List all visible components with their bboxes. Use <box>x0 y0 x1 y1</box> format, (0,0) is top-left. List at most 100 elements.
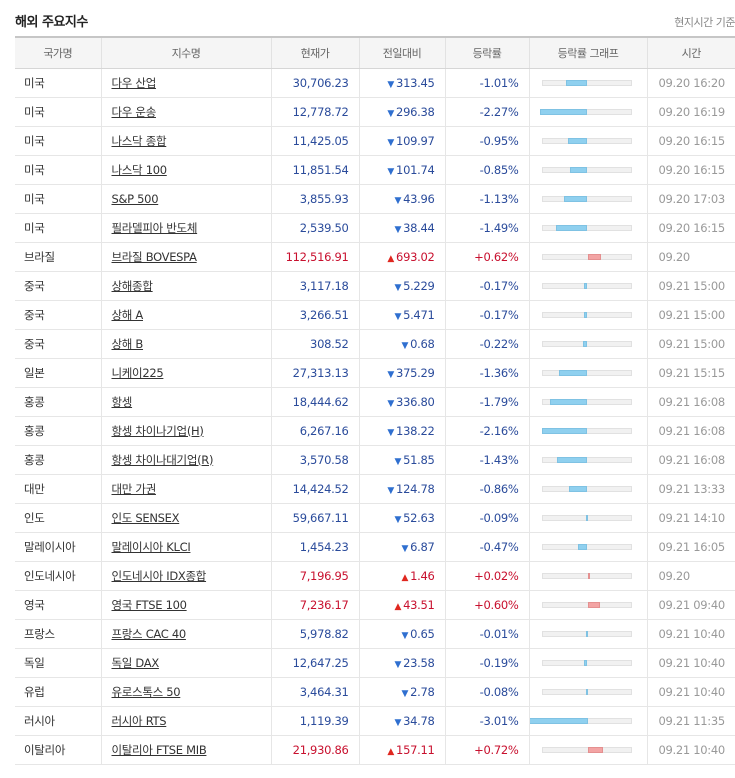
rate-graph-cell <box>528 213 647 243</box>
table-row: 홍콩 항셍 18,444.62 ▼ 336.80 -1.79% 09.21 16:08 <box>15 387 735 417</box>
index-name-link[interactable]: 나스닥 100 <box>111 162 168 177</box>
table-row: 대만 대만 가권 14,424.52 ▼ 124.78 -0.86% 09.21 13:33 <box>15 474 735 504</box>
index-name-link[interactable]: 상해종합 <box>111 278 153 293</box>
time-cell: 09.21 14:10 <box>646 503 735 533</box>
time-cell: 09.21 16:05 <box>646 532 735 562</box>
index-name-link[interactable]: 이탈리아 FTSE MIB <box>111 742 207 757</box>
change-value: 375.29 <box>396 365 435 380</box>
rate-graph-cell <box>528 155 647 185</box>
index-name-link[interactable]: 다우 산업 <box>111 75 157 90</box>
table-row: 중국 상해 A 3,266.51 ▼ 5.471 -0.17% 09.21 15:00 <box>15 300 735 330</box>
rate-graph-cell <box>528 532 647 562</box>
index-name-link[interactable]: 상해 B <box>111 336 144 351</box>
change-cell: ▼ 5.229 <box>358 270 445 301</box>
index-name-link[interactable]: 유로스톡스 50 <box>111 684 181 699</box>
rate-cell: +0.62% <box>444 242 529 272</box>
rate-graph-cell <box>528 589 647 620</box>
rate-graph-bar <box>585 688 588 695</box>
rate-graph-track <box>541 746 632 753</box>
index-name-link[interactable]: 프랑스 CAC 40 <box>111 626 187 641</box>
table-row: 이탈리아 이탈리아 FTSE MIB 21,930.86 ▲ 157.11 +0.72% 0… <box>15 735 735 765</box>
change-value: 38.44 <box>403 220 435 235</box>
country-cell: 미국 <box>15 155 101 185</box>
index-name-link[interactable]: 인도 SENSEX <box>111 510 180 525</box>
rate-graph-bar <box>556 224 588 231</box>
rate-graph-bar <box>577 543 588 550</box>
triangle-down-icon: ▼ <box>401 630 409 641</box>
price-cell: 3,570.58 <box>270 445 359 475</box>
time-cell: 09.20 16:15 <box>646 126 735 156</box>
country-cell: 미국 <box>15 184 101 214</box>
index-name-cell: 독일 DAX <box>100 648 271 678</box>
change-value: 296.38 <box>396 104 435 119</box>
change-value: 0.68 <box>410 336 435 351</box>
index-name-link[interactable]: 대만 가권 <box>111 481 157 496</box>
index-name-link[interactable]: 영국 FTSE 100 <box>111 597 187 612</box>
index-name-link[interactable]: 다우 운송 <box>111 104 157 119</box>
table-row: 인도 인도 SENSEX 59,667.11 ▼ 52.63 -0.09% 09.21 14… <box>15 503 735 533</box>
table-row: 프랑스 프랑스 CAC 40 5,978.82 ▼ 0.65 -0.01% 09.21 10… <box>15 619 735 649</box>
price-cell: 112,516.91 <box>270 242 359 272</box>
rate-graph-cell <box>528 445 647 475</box>
time-cell: 09.20 <box>646 242 735 272</box>
time-cell: 09.20 16:15 <box>646 155 735 185</box>
change-value: 2.78 <box>410 684 435 699</box>
index-name-link[interactable]: 인도네시아 IDX종합 <box>111 568 207 583</box>
index-name-cell: 인도네시아 IDX종합 <box>100 561 271 591</box>
index-name-link[interactable]: 니케이225 <box>111 365 164 380</box>
rate-cell: -2.16% <box>444 416 529 446</box>
change-cell: ▼ 51.85 <box>358 445 445 475</box>
rate-cell: -0.95% <box>444 126 529 156</box>
country-cell: 독일 <box>15 648 101 678</box>
triangle-down-icon: ▼ <box>394 659 402 670</box>
rate-cell: -0.22% <box>444 329 529 359</box>
rate-graph-cell <box>528 503 647 533</box>
table-row: 러시아 러시아 RTS 1,119.39 ▼ 34.78 -3.01% 09.21 11:3… <box>15 706 735 736</box>
index-name-cell: S&P 500 <box>100 184 271 214</box>
header-country: 국가명 <box>15 36 101 69</box>
index-name-link[interactable]: S&P 500 <box>111 191 159 206</box>
price-cell: 2,539.50 <box>270 213 359 243</box>
time-cell: 09.20 16:20 <box>646 68 735 98</box>
table-row: 미국 필라델피아 반도체 2,539.50 ▼ 38.44 -1.49% 09.20 16:… <box>15 213 735 243</box>
table-row: 말레이시아 말레이시아 KLCI 1,454.23 ▼ 6.87 -0.47% 09.21 … <box>15 532 735 562</box>
change-value: 52.63 <box>403 510 435 525</box>
rate-graph-bar <box>583 282 588 289</box>
country-cell: 중국 <box>15 329 101 359</box>
change-cell: ▼ 23.58 <box>358 648 445 678</box>
index-name-cell: 인도 SENSEX <box>100 503 271 533</box>
header-time: 시간 <box>646 36 735 69</box>
index-name-cell: 유로스톡스 50 <box>100 677 271 707</box>
time-cell: 09.20 <box>646 561 735 591</box>
change-value: 51.85 <box>403 452 435 467</box>
index-name-link[interactable]: 말레이시아 KLCI <box>111 539 191 554</box>
rate-graph-bar <box>569 166 588 173</box>
country-cell: 미국 <box>15 68 101 98</box>
index-name-link[interactable]: 항셍 차이나대기업(R) <box>111 452 214 467</box>
change-cell: ▲ 1.46 <box>358 561 445 591</box>
index-name-link[interactable]: 상해 A <box>111 307 144 322</box>
rate-graph-bar <box>558 369 588 376</box>
triangle-down-icon: ▼ <box>394 195 402 206</box>
time-cell: 09.21 10:40 <box>646 648 735 678</box>
country-cell: 미국 <box>15 97 101 127</box>
country-cell: 인도네시아 <box>15 561 101 591</box>
rate-graph-bar <box>583 311 588 318</box>
index-name-link[interactable]: 러시아 RTS <box>111 713 167 728</box>
change-cell: ▼ 375.29 <box>358 358 445 388</box>
table-row: 홍콩 항셍 차이나기업(H) 6,267.16 ▼ 138.22 -2.16% 09.21 … <box>15 416 735 446</box>
index-name-link[interactable]: 브라질 BOVESPA <box>111 249 197 264</box>
rate-graph-bar <box>585 630 588 637</box>
index-name-link[interactable]: 항셍 <box>111 394 133 409</box>
time-cell: 09.21 16:08 <box>646 445 735 475</box>
rate-graph-cell <box>528 68 647 98</box>
change-value: 5.229 <box>403 278 435 293</box>
price-cell: 11,425.05 <box>270 126 359 156</box>
index-name-link[interactable]: 나스닥 종합 <box>111 133 167 148</box>
index-name-link[interactable]: 항셍 차이나기업(H) <box>111 423 204 438</box>
price-cell: 1,454.23 <box>270 532 359 562</box>
time-cell: 09.20 16:19 <box>646 97 735 127</box>
index-name-link[interactable]: 필라델피아 반도체 <box>111 220 198 235</box>
price-cell: 3,266.51 <box>270 300 359 330</box>
index-name-link[interactable]: 독일 DAX <box>111 655 160 670</box>
